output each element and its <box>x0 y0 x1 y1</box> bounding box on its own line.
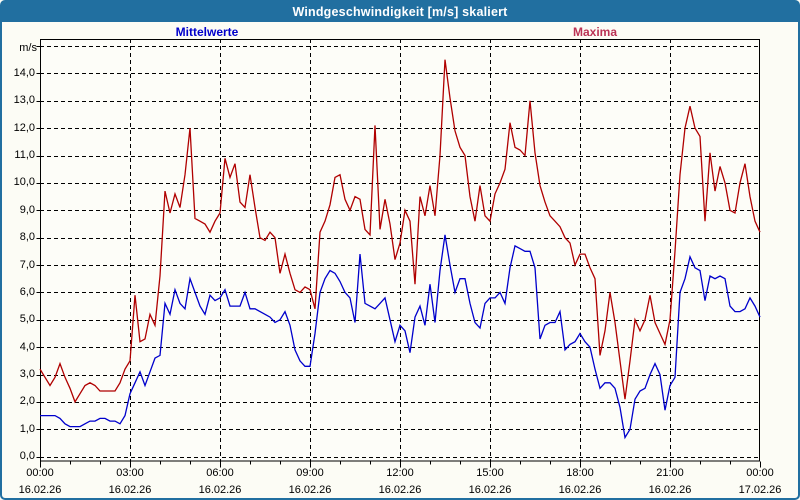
y-tick-label: 10,0 <box>13 176 35 189</box>
y-tick-label: 13,0 <box>13 94 35 107</box>
x-tick-time: 21:00 <box>656 467 684 479</box>
x-tick-time: 03:00 <box>116 467 144 479</box>
x-tick-time: 06:00 <box>206 467 234 479</box>
x-tick-time: 12:00 <box>386 467 414 479</box>
x-tick-time: 18:00 <box>566 467 594 479</box>
x-tick-time: 15:00 <box>476 467 504 479</box>
x-tick-date: 16.02.26 <box>18 484 62 496</box>
x-tick-date: 16.02.26 <box>558 484 602 496</box>
title-bar: Windgeschwindigkeit [m/s] skaliert <box>2 2 798 22</box>
y-tick-label: 7,0 <box>19 258 35 271</box>
y-tick-label: 8,0 <box>19 231 35 244</box>
y-tick-label: 11,0 <box>14 149 35 162</box>
series-line-maxima <box>39 59 761 404</box>
y-tick-label: 3,0 <box>19 368 35 381</box>
x-tick-time: 00:00 <box>26 467 54 479</box>
x-tick-time: 00:00 <box>746 467 774 479</box>
y-tick-label: 0,0 <box>19 450 35 463</box>
legend-mittelwerte: Mittelwerte <box>175 25 239 39</box>
y-axis-unit-label: m/s <box>19 42 37 54</box>
legend-maxima: Maxima <box>572 25 618 39</box>
x-tick-date: 16.02.26 <box>648 484 692 496</box>
plot-frame <box>40 39 760 462</box>
x-tick-date: 16.02.26 <box>468 484 512 496</box>
x-tick-date: 16.02.26 <box>108 484 152 496</box>
window-title: Windgeschwindigkeit [m/s] skaliert <box>292 5 508 19</box>
series-line-mittelwerte <box>40 234 761 440</box>
y-tick-label: 6,0 <box>19 285 35 298</box>
y-tick-label: 1,0 <box>19 422 35 435</box>
x-tick-date: 16.02.26 <box>378 484 422 496</box>
y-tick-label: 12,0 <box>13 121 35 134</box>
y-tick-label: 9,0 <box>19 203 35 216</box>
x-tick-date: 17.02.26 <box>738 484 782 496</box>
y-tick-label: 4,0 <box>19 340 35 353</box>
y-tick-label: 14,0 <box>13 66 35 79</box>
x-tick-date: 16.02.26 <box>198 484 242 496</box>
y-tick-label: 5,0 <box>19 313 35 326</box>
x-tick-time: 09:00 <box>296 467 324 479</box>
x-tick-date: 16.02.26 <box>288 484 332 496</box>
y-tick-label: 2,0 <box>19 395 35 408</box>
